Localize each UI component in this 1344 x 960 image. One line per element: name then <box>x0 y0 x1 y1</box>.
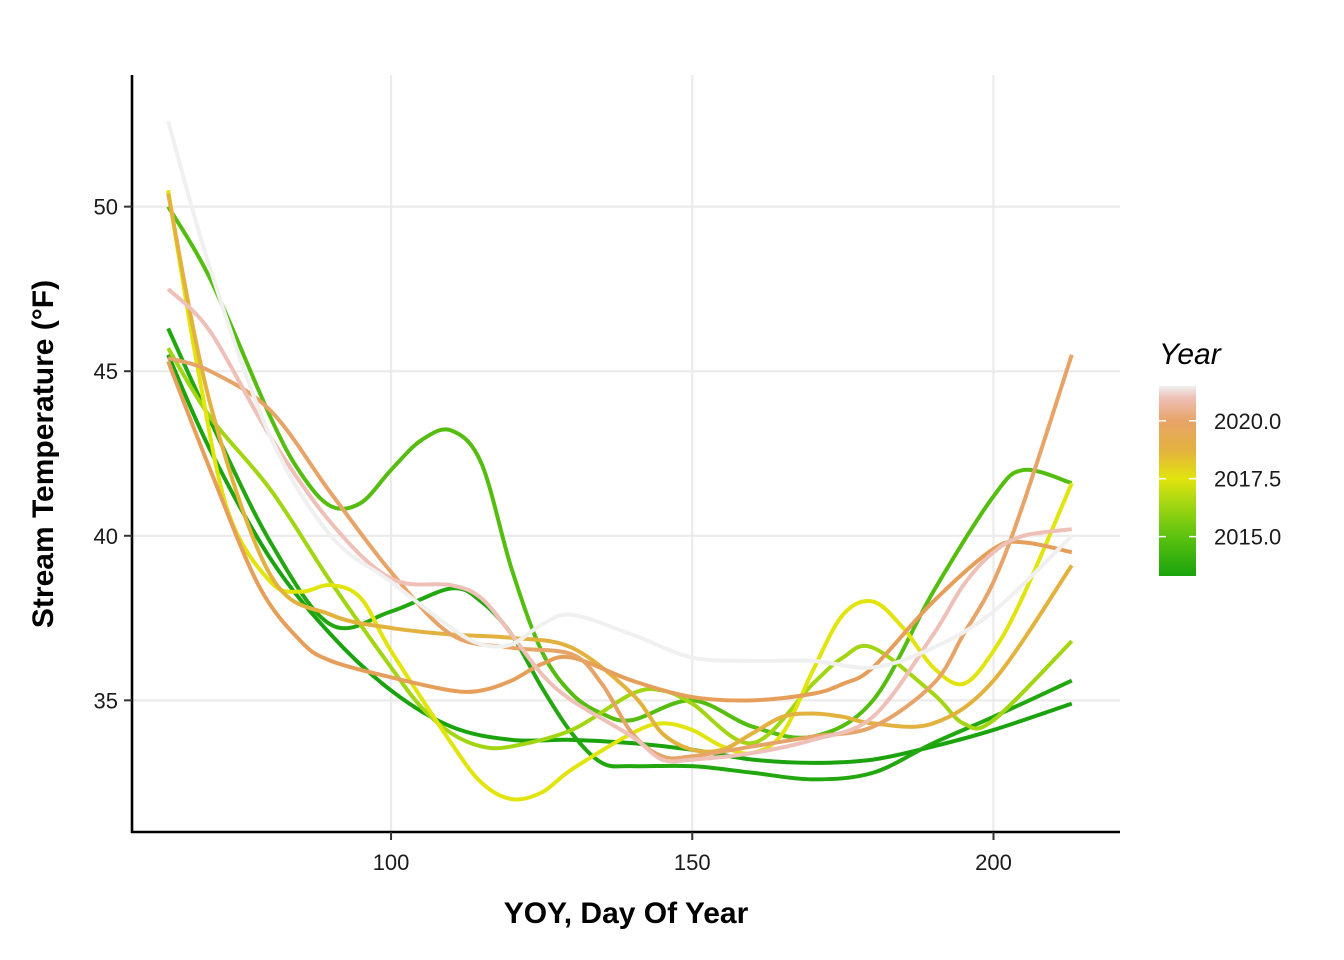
series-line-3 <box>166 347 1074 751</box>
series-lines <box>166 120 1074 802</box>
series-line-0 <box>166 353 1073 765</box>
y-tick-labels: 35 40 45 50 <box>94 195 118 714</box>
series-line-5 <box>166 193 1074 754</box>
axes <box>124 75 1120 840</box>
series-line-6 <box>166 360 1073 703</box>
series-line-1 <box>166 327 1073 782</box>
legend-label-2: 2020.0 <box>1214 409 1281 434</box>
color-legend: Year 2015.0 2017.5 2020.0 <box>1159 338 1281 576</box>
series-line-8 <box>166 287 1073 764</box>
x-tick-label-1: 150 <box>674 850 711 875</box>
series-line-4 <box>166 189 1074 802</box>
y-axis-title: Stream Temperature (°F) <box>27 280 60 628</box>
y-tick-label-1: 40 <box>94 524 118 549</box>
legend-title: Year <box>1159 338 1222 371</box>
series-line-9 <box>166 120 1074 670</box>
legend-label-1: 2017.5 <box>1214 467 1281 492</box>
y-tick-label-3: 50 <box>94 195 118 220</box>
y-tick-label-2: 45 <box>94 359 118 384</box>
x-tick-label-2: 200 <box>975 850 1012 875</box>
legend-colorbar <box>1159 386 1196 576</box>
grid-lines <box>132 75 1120 832</box>
x-tick-label-0: 100 <box>373 850 410 875</box>
legend-ticks: 2015.0 2017.5 2020.0 <box>1159 409 1281 550</box>
legend-label-0: 2015.0 <box>1214 525 1281 550</box>
y-tick-label-0: 35 <box>94 688 118 713</box>
x-axis-title: YOY, Day Of Year <box>504 897 749 930</box>
x-tick-labels: 100 150 200 <box>373 850 1012 875</box>
series-line-2 <box>166 205 1073 740</box>
